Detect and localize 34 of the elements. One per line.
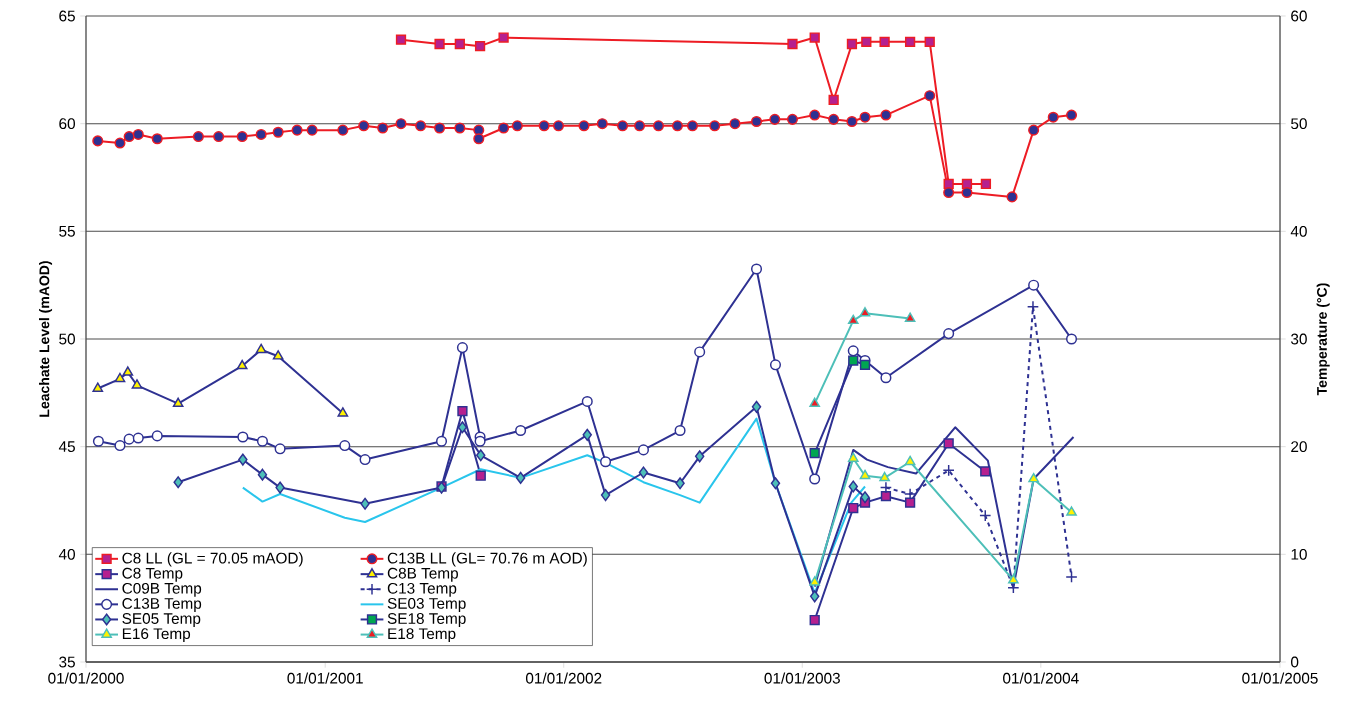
legend-label: C13 Temp bbox=[387, 582, 457, 597]
x-tick-label: 01/01/2000 bbox=[48, 672, 124, 684]
y2-tick-label: 10 bbox=[1291, 548, 1307, 560]
legend-label: C8 Temp bbox=[122, 567, 183, 582]
x-tick-label: 01/01/2001 bbox=[287, 672, 363, 684]
y-tick-label: 65 bbox=[59, 10, 75, 22]
legend-label: SE03 Temp bbox=[387, 598, 466, 612]
y2-axis-title: Temperature (°C) bbox=[1316, 283, 1330, 396]
x-tick-label: 01/01/2004 bbox=[1003, 672, 1079, 684]
y-tick-label: 40 bbox=[58, 548, 75, 560]
y-tick-label: 50 bbox=[59, 333, 75, 345]
y-tick-label: 45 bbox=[58, 441, 75, 453]
x-tick-label: 01/01/2003 bbox=[764, 672, 840, 684]
y2-tick-label: 40 bbox=[1290, 225, 1307, 237]
x-tick-label: 01/01/2005 bbox=[1242, 672, 1318, 684]
y-tick-label: 60 bbox=[59, 118, 75, 130]
legend-label: C13B LL (GL= 70.76 m AOD) bbox=[387, 552, 587, 567]
legend-label: E18 Temp bbox=[388, 628, 456, 643]
y2-tick-label: 50 bbox=[1291, 118, 1307, 130]
legend-label: SE05 Temp bbox=[122, 613, 201, 627]
legend-label: SE18 Temp bbox=[387, 613, 466, 627]
legend-label: C13B Temp bbox=[122, 598, 202, 612]
y-tick-label: 55 bbox=[59, 225, 75, 237]
legend-label: C8 LL (GL = 70.05 mAOD) bbox=[122, 552, 303, 567]
y2-tick-label: 60 bbox=[1291, 10, 1307, 22]
legend-label: C8B Temp bbox=[387, 567, 458, 582]
y2-tick-label: 0 bbox=[1291, 656, 1299, 668]
y-axis-title: Leachate Level (mAOD) bbox=[39, 261, 53, 417]
legend-label: C09B Temp bbox=[122, 582, 202, 597]
y2-tick-label: 20 bbox=[1291, 441, 1307, 453]
legend-label: E16 Temp bbox=[122, 628, 191, 643]
x-tick-label: 01/01/2002 bbox=[525, 672, 602, 684]
y2-tick-label: 30 bbox=[1291, 333, 1307, 345]
y-tick-label: 35 bbox=[59, 656, 75, 668]
